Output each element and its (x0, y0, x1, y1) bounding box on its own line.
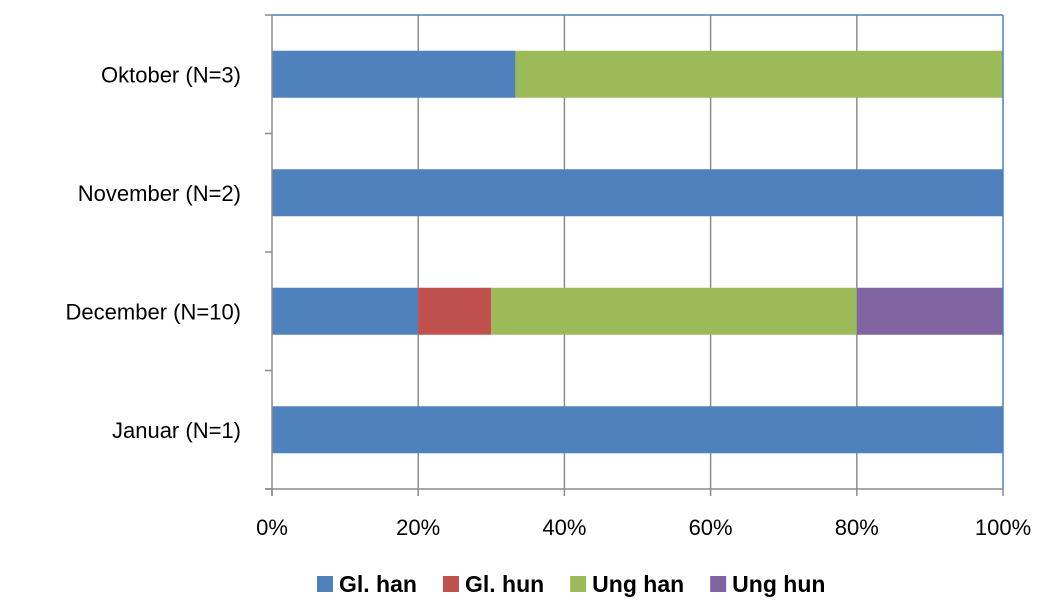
bar-gl-han-december-n-10 (272, 287, 419, 335)
x-tick-label: 80% (835, 515, 879, 540)
x-tick-label: 100% (975, 515, 1031, 540)
category-label: Januar (N=1) (112, 418, 241, 443)
x-tick-labels: 0% 20% 40% 60% 80% 100% (256, 515, 1031, 540)
bar-gl-han-oktober-n-3 (272, 50, 516, 98)
axes (265, 14, 1004, 496)
legend-item-gl-hun: Gl. hun (442, 571, 544, 597)
legend-item-gl-han: Gl. han (317, 571, 417, 597)
bar-gl-han-november-n-2 (272, 169, 1003, 217)
legend-swatch-ung-hun (710, 576, 727, 592)
legend-label: Ung hun (732, 571, 825, 597)
legend-label: Ung han (592, 571, 684, 597)
category-labels: Oktober (N=3) November (N=2) December (N=1… (66, 62, 241, 443)
category-label: December (N=10) (66, 299, 241, 324)
legend-swatch-gl-han (317, 576, 333, 592)
x-tick-label: 40% (542, 515, 586, 540)
bar-gl-hun-december-n-10 (418, 287, 492, 335)
category-label: Oktober (N=3) (101, 62, 241, 87)
bar-ung-han-oktober-n-3 (515, 50, 1003, 98)
legend-label: Gl. hun (465, 571, 544, 597)
legend-item-ung-han: Ung han (570, 571, 684, 597)
legend-swatch-ung-han (570, 576, 587, 592)
legend-item-ung-hun: Ung hun (710, 571, 825, 597)
legend-label: Gl. han (339, 571, 417, 597)
bar-ung-hun-december-n-10 (856, 287, 1003, 335)
legend: Gl. han Gl. hun Ung han Ung hun (317, 571, 825, 597)
bar-ung-han-december-n-10 (491, 287, 857, 335)
category-label: November (N=2) (78, 181, 241, 206)
x-tick-label: 60% (689, 515, 733, 540)
x-tick-label: 20% (396, 515, 440, 540)
bar-gl-han-januar-n-1 (272, 406, 1003, 454)
legend-swatch-gl-hun (442, 576, 459, 592)
x-tick-label: 0% (256, 515, 288, 540)
bars (272, 50, 1003, 454)
